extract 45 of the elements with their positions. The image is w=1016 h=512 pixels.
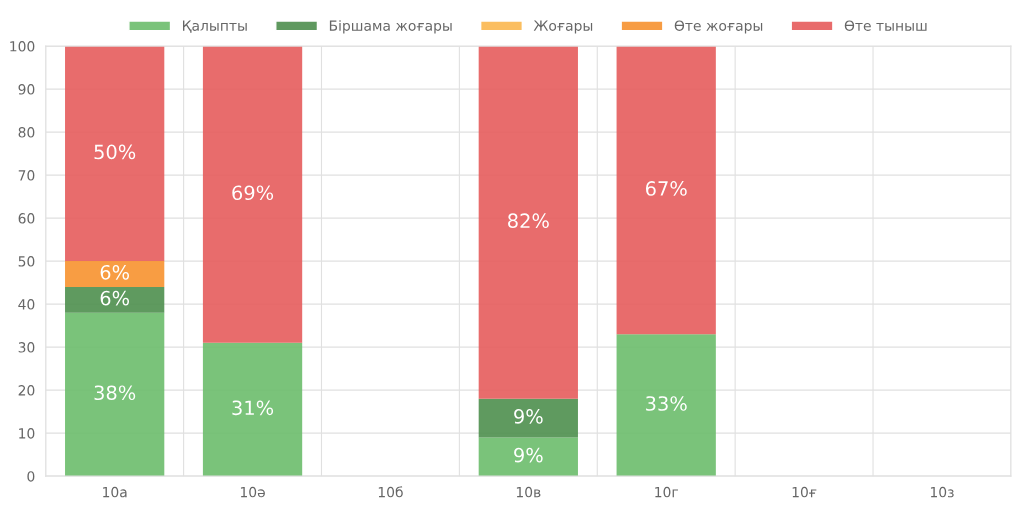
- x-tick-label: 10б: [378, 486, 403, 498]
- x-tick-label: 10з: [930, 486, 954, 498]
- legend-label: Өте жоғары: [674, 20, 763, 34]
- bar: [65, 261, 165, 287]
- data-label: 31%: [232, 400, 274, 416]
- data-label: 6%: [100, 264, 130, 280]
- y-tick-label: 40: [18, 299, 35, 310]
- y-tick-label: 20: [18, 385, 35, 396]
- data-label: 38%: [94, 385, 136, 401]
- y-tick-label: 100: [10, 41, 35, 52]
- x-tick-label: 10в: [516, 486, 541, 498]
- x-tick-label: 10ә: [240, 486, 265, 498]
- legend-label: Біршама жоғары: [329, 20, 452, 34]
- bar: [65, 46, 165, 262]
- bar: [65, 312, 165, 477]
- data-label: 82%: [508, 213, 549, 229]
- data-label: 69%: [232, 185, 274, 201]
- bar: [478, 437, 578, 477]
- y-tick-label: 10: [19, 428, 35, 439]
- bar: [478, 46, 578, 399]
- y-tick-label: 60: [18, 213, 35, 224]
- legend-label: Жоғары: [533, 20, 593, 34]
- data-label: 6%: [100, 290, 130, 306]
- x-tick-label: 10г: [655, 486, 679, 498]
- bar: [202, 46, 303, 343]
- bar: [616, 46, 716, 335]
- y-tick-label: 30: [18, 342, 35, 353]
- data-label: 9%: [514, 409, 543, 424]
- bar: [202, 342, 303, 477]
- data-label: 67%: [645, 181, 687, 196]
- y-tick-label: 50: [18, 256, 35, 267]
- legend-label: Өте тыныш: [844, 20, 927, 31]
- data-label: 33%: [646, 396, 687, 411]
- data-label: 50%: [94, 144, 136, 160]
- bar: [616, 334, 716, 477]
- x-tick-label: 10ғ: [792, 486, 817, 498]
- y-tick-label: 0: [27, 471, 35, 482]
- y-tick-label: 90: [18, 84, 35, 95]
- data-label: 9%: [514, 447, 543, 463]
- bar: [478, 398, 578, 438]
- y-tick-label: 70: [18, 170, 35, 181]
- legend-label: Қалыпты: [183, 20, 247, 33]
- y-tick-label: 80: [18, 127, 35, 138]
- x-tick-label: 10а: [103, 486, 127, 498]
- bar: [65, 286, 165, 313]
